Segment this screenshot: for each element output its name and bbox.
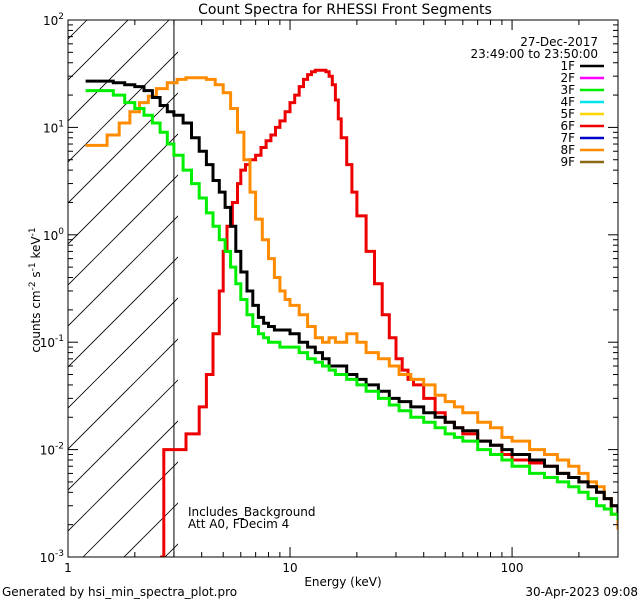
series-6F <box>160 68 618 557</box>
hatch-line <box>329 20 640 557</box>
x-axis-label: Energy (keV) <box>304 575 381 589</box>
hatch-line <box>0 20 5 557</box>
x-tick-labels: 1 10 100 <box>64 561 523 575</box>
hatch-line <box>411 20 640 557</box>
legend-label: 5F <box>560 107 575 121</box>
hatch-line <box>68 256 178 368</box>
legend-label: 4F <box>560 95 575 109</box>
plot-frame <box>67 19 619 558</box>
hatch-line <box>247 20 640 557</box>
date-label: 27-Dec-2017 <box>520 35 598 49</box>
y-tick-label: 10-2 <box>40 442 64 458</box>
y-tick-label: 101 <box>43 119 64 135</box>
y-tick-label: 100 <box>43 227 64 243</box>
generated-by-label: Generated by hsi_min_spectra_plot.pro <box>2 585 237 599</box>
legend-label: 2F <box>560 71 575 85</box>
legend-label: 9F <box>560 155 575 169</box>
hatch-line <box>68 215 178 327</box>
hatch-line <box>370 20 640 557</box>
time-range-label: 23:49:00 to 23:50:00 <box>471 47 598 61</box>
hatch-line <box>68 20 129 81</box>
series-layer <box>85 68 618 557</box>
y-tick-label: 10-3 <box>40 549 64 565</box>
hatch-line <box>68 174 178 286</box>
legend-label: 3F <box>560 83 575 97</box>
hatch-line <box>68 51 178 163</box>
hatch-line <box>68 92 178 204</box>
hatch-line <box>68 420 178 532</box>
below-threshold-hatch <box>0 20 640 557</box>
series-3F <box>85 89 618 521</box>
legend-label: 6F <box>560 119 575 133</box>
hatch-line <box>68 379 178 491</box>
y-tick-label: 102 <box>43 12 64 28</box>
x-tick-label: 10 <box>282 561 297 575</box>
hatch-line <box>68 20 170 122</box>
hatch-line <box>82 461 178 557</box>
y-tick-label: 10-1 <box>40 334 64 350</box>
series-8F <box>85 76 618 530</box>
axis-ticks <box>67 19 619 558</box>
annotation-background: Includes_Background <box>188 505 316 519</box>
legend-label: 8F <box>560 143 575 157</box>
timestamp-label: 30-Apr-2023 09:08 <box>525 585 638 599</box>
y-tick-labels: 10-3 10-2 10-1 100 101 102 <box>40 12 65 565</box>
hatch-line <box>0 20 46 557</box>
legend-label: 7F <box>560 131 575 145</box>
x-tick-label: 1 <box>64 561 72 575</box>
hatch-line <box>68 20 88 40</box>
x-tick-label: 100 <box>501 561 524 575</box>
series-1F <box>85 79 618 515</box>
legend-label: 1F <box>560 59 575 73</box>
chart-title: Count Spectra for RHESSI Front Segments <box>198 2 492 18</box>
annotation-attenuator: Att A0, FDecim 4 <box>188 517 289 531</box>
y-axis-label: counts cm-2 s-1 keV-1 <box>28 227 43 352</box>
